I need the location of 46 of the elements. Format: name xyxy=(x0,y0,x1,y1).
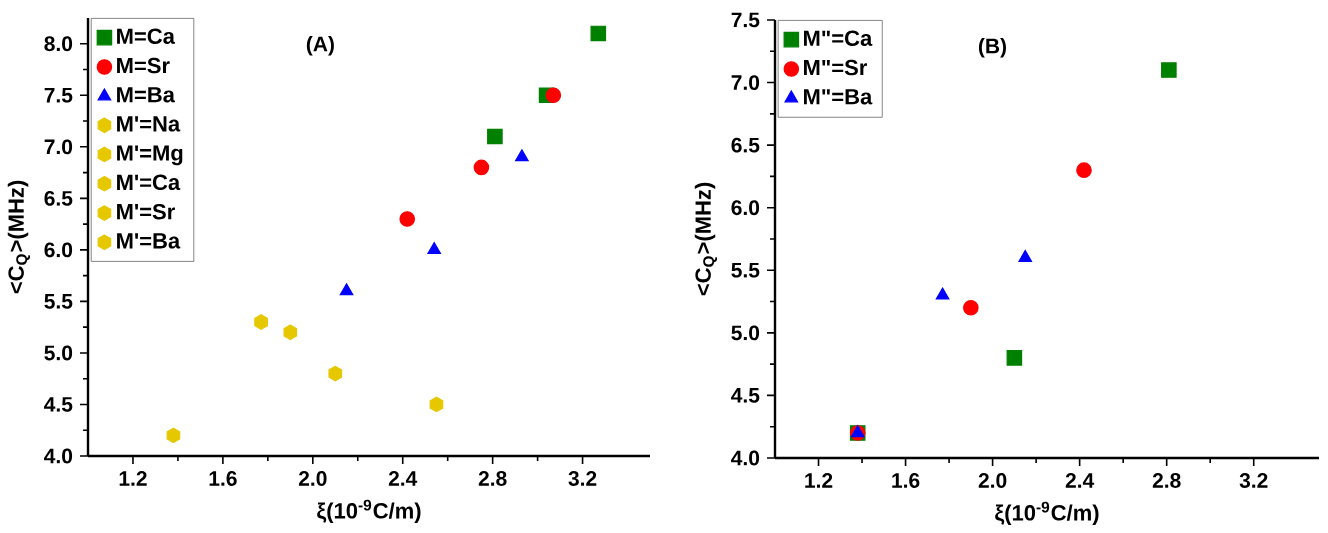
y-tick-label: 7.5 xyxy=(731,12,760,28)
x-tick-label: 1.6 xyxy=(892,473,920,488)
y-tick-label: 4.0 xyxy=(44,448,73,464)
x-tick-label: 2.0 xyxy=(298,471,327,486)
y-tick-label: 4.0 xyxy=(731,450,760,466)
legend-label: M'=Ca xyxy=(117,174,181,191)
y-tick-label: 5.0 xyxy=(731,325,760,341)
y-tick-label: 5.0 xyxy=(44,345,73,361)
x-tick-label: 1.2 xyxy=(119,471,147,486)
y-tick-label: 8.0 xyxy=(44,36,73,52)
y-tick-label: 7.0 xyxy=(731,75,760,91)
y-tick-label: 7.5 xyxy=(44,87,73,103)
legend-label: M'=Na xyxy=(117,116,181,132)
x-tick-label: 1.2 xyxy=(805,473,833,488)
x-axis-title: ξ(10$^{-9}$C/m) xyxy=(317,499,421,523)
x-tick-label: 2.8 xyxy=(1152,473,1181,488)
y-tick-label: 4.5 xyxy=(44,397,73,412)
y-tick-label: 4.5 xyxy=(731,388,760,403)
x-tick-label: 2.4 xyxy=(388,471,418,486)
y-tick-label: 6.5 xyxy=(731,137,760,153)
legend-label: M'=Sr xyxy=(117,203,175,220)
y-tick-label: 6.0 xyxy=(731,200,760,216)
x-tick-label: 2.0 xyxy=(978,473,1007,488)
y-tick-label: 6.5 xyxy=(44,190,73,206)
legend-label: M"=Ca xyxy=(804,30,873,46)
y-tick-label: 7.0 xyxy=(44,139,73,155)
x-axis-title: ξ(10$^{-9}$C/m) xyxy=(995,501,1099,525)
legend-label: M=Ca xyxy=(117,28,176,44)
legend-label: M'=Mg xyxy=(117,145,183,166)
x-tick-label: 2.4 xyxy=(1065,473,1095,488)
y-tick-label: 5.5 xyxy=(44,294,73,309)
x-tick-label: 3.2 xyxy=(568,471,597,486)
legend-label: M"=Sr xyxy=(804,59,868,76)
y-tick-label: 6.0 xyxy=(44,242,73,258)
legend-label: M"=Ba xyxy=(804,89,873,105)
y-axis-title: <C$_{Q}$>(MHz) xyxy=(694,182,718,296)
legend-label: M=Ba xyxy=(117,87,176,103)
y-tick-label: 5.5 xyxy=(731,262,760,278)
annotation: (A) xyxy=(306,36,334,56)
x-tick-label: 2.8 xyxy=(478,471,507,486)
annotation: (B) xyxy=(978,38,1006,58)
x-tick-label: 3.2 xyxy=(1239,473,1268,488)
legend-label: M=Sr xyxy=(117,57,170,74)
x-tick-label: 1.6 xyxy=(209,471,237,486)
legend-label: M'=Ba xyxy=(117,233,181,249)
y-axis-title: <C$_{Q}$>(MHz) xyxy=(7,180,31,294)
